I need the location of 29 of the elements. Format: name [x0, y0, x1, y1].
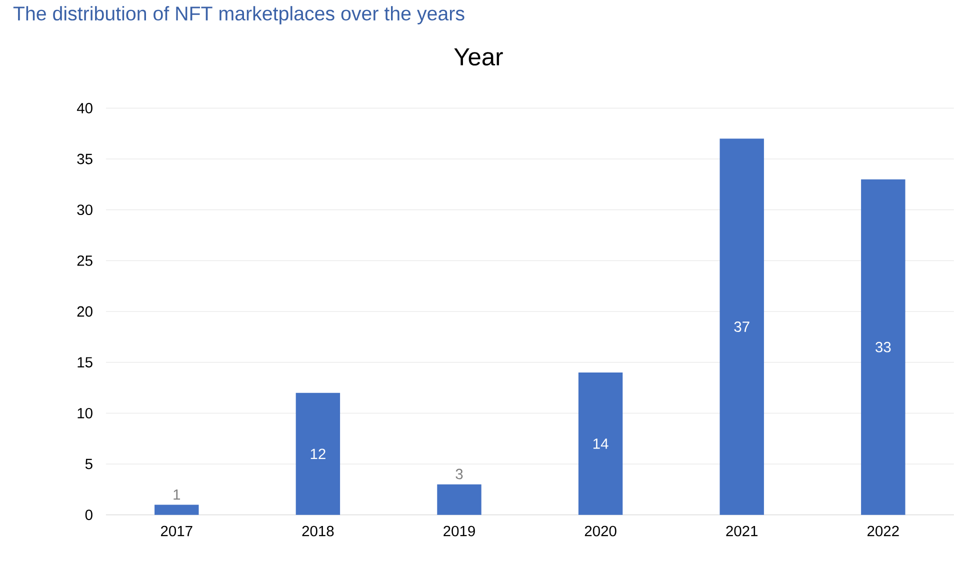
y-tick-label: 10 — [78, 408, 92, 418]
x-tick-label: 2021 — [726, 526, 758, 536]
bar — [578, 372, 623, 515]
x-tick-label: 2019 — [444, 526, 475, 536]
bar — [296, 392, 340, 515]
bar — [437, 484, 482, 515]
x-tick-label: 2017 — [160, 526, 192, 536]
y-tick-label: 15 — [78, 357, 92, 368]
data-label: 3 — [456, 468, 463, 480]
y-tick-label: 20 — [77, 306, 92, 317]
y-tick-label: 30 — [77, 204, 92, 216]
chart-title: The distribution of NFT marketplaces over the years — [13, 6, 464, 25]
x-tick-label: 2022 — [868, 526, 899, 536]
data-label: 12 — [310, 448, 326, 460]
bar — [154, 504, 199, 515]
data-label: 1 — [174, 490, 180, 500]
chart-subtitle: Year — [454, 48, 503, 66]
y-tick-label: 35 — [77, 154, 92, 164]
data-label: 37 — [734, 322, 750, 332]
y-tick-label: 25 — [77, 256, 92, 266]
data-label: 33 — [876, 342, 891, 352]
y-tick-label: 0 — [85, 510, 92, 520]
bar — [861, 179, 906, 515]
data-label: 14 — [593, 438, 608, 449]
x-tick-label: 2018 — [302, 526, 334, 536]
bar — [720, 138, 764, 515]
x-tick-label: 2020 — [584, 526, 616, 536]
y-tick-label: 40 — [76, 103, 92, 114]
y-tick-label: 5 — [85, 458, 92, 470]
